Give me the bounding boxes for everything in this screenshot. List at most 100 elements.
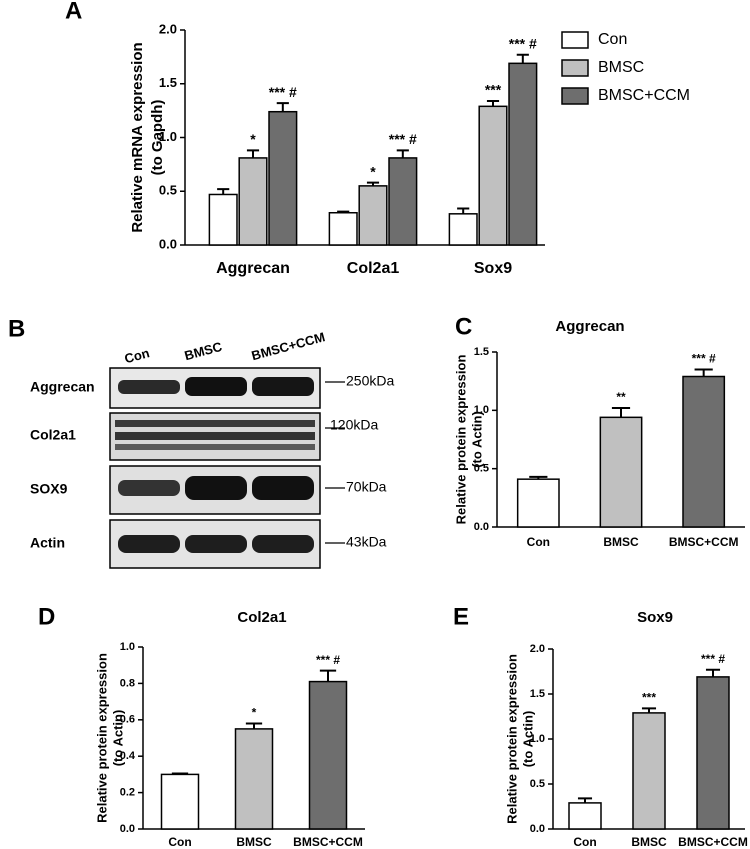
error-bar <box>486 99 500 107</box>
y-axis-label: (to Gapdh) <box>149 100 166 176</box>
significance-mark: *** # <box>509 35 537 51</box>
y-tick-label: 1.5 <box>474 346 489 358</box>
significance-mark: *** # <box>701 652 725 666</box>
error-bar <box>319 669 337 682</box>
panel-letter: E <box>453 603 469 630</box>
legend-label: BMSC <box>598 59 644 76</box>
blot-band <box>115 444 315 450</box>
error-bar <box>457 207 470 214</box>
significance-mark: *** <box>642 691 656 705</box>
x-tick-label: BMSC+CCM <box>678 835 748 849</box>
y-tick-label: 1.0 <box>159 129 177 144</box>
y-tick-label: 0.5 <box>474 463 489 475</box>
error-bar <box>246 149 260 158</box>
significance-mark: *** # <box>692 352 716 366</box>
y-tick-label: 0.0 <box>530 823 545 835</box>
bar <box>238 157 268 246</box>
significance-mark: *** <box>485 82 502 98</box>
y-tick-label: 1.0 <box>530 733 545 745</box>
chart-title: Sox9 <box>637 609 673 626</box>
error-bar <box>245 722 263 729</box>
size-label: 70kDa <box>346 479 387 495</box>
significance-mark: *** # <box>389 131 417 147</box>
x-tick-label: BMSC <box>631 835 667 849</box>
x-tick-label: Sox9 <box>474 260 512 277</box>
error-bar <box>337 210 350 213</box>
bar <box>478 105 508 246</box>
bar <box>696 676 730 830</box>
bar <box>448 213 478 246</box>
x-tick-label: BMSC <box>603 535 639 549</box>
bar <box>328 212 358 246</box>
y-axis-label: Relative mRNA expression <box>129 42 146 232</box>
y-tick-label: 0.5 <box>159 183 177 198</box>
y-axis-label: Relative protein expression <box>94 653 109 823</box>
y-tick-label: 0.5 <box>530 778 545 790</box>
significance-mark: ** <box>616 390 626 404</box>
panel-letter: B <box>8 315 25 342</box>
significance-mark: * <box>250 131 256 147</box>
blot-band <box>118 380 180 394</box>
x-tick-label: BMSC+CCM <box>293 835 363 849</box>
y-tick-label: 0.0 <box>120 823 135 835</box>
error-bar <box>516 53 529 64</box>
size-label: 120kDa <box>330 417 378 433</box>
x-tick-label: Con <box>168 835 191 849</box>
legend-swatch <box>561 31 589 49</box>
y-tick-label: 1.0 <box>120 641 135 653</box>
bar <box>358 185 388 246</box>
x-tick-label: Con <box>527 535 550 549</box>
blot-band <box>252 535 314 553</box>
panel-letter: C <box>455 313 472 340</box>
y-axis-label: (to Actin) <box>110 710 125 767</box>
panel-letter: A <box>65 0 82 24</box>
bar <box>508 62 538 246</box>
error-bar <box>529 475 548 480</box>
blot-band <box>252 377 314 396</box>
error-bar <box>705 668 721 677</box>
significance-mark: *** # <box>316 653 340 667</box>
blot-band <box>118 535 180 553</box>
panel-letter: D <box>38 603 55 630</box>
x-tick-label: Con <box>573 835 596 849</box>
bar <box>208 193 238 246</box>
bar <box>308 680 348 830</box>
y-tick-label: 1.0 <box>474 404 489 416</box>
error-bar <box>276 102 289 112</box>
y-tick-label: 1.5 <box>530 688 545 700</box>
x-tick-label: BMSC <box>236 835 272 849</box>
x-tick-label: Col2a1 <box>347 260 400 277</box>
row-label: Col2a1 <box>30 427 76 443</box>
size-label: 43kDa <box>346 534 387 550</box>
size-label: 250kDa <box>346 373 394 389</box>
significance-mark: * <box>252 706 257 720</box>
chart-title: Col2a1 <box>237 609 286 626</box>
y-tick-label: 0.4 <box>120 750 136 762</box>
error-bar <box>611 407 631 418</box>
y-tick-label: 0.2 <box>120 787 135 799</box>
error-bar <box>396 149 409 158</box>
blot-band <box>185 535 247 553</box>
y-axis-label: Relative protein expression <box>504 654 519 824</box>
row-label: SOX9 <box>30 481 68 497</box>
blot-band <box>252 476 314 500</box>
lane-label: BMSC <box>183 339 224 364</box>
significance-mark: *** # <box>269 84 297 100</box>
legend-swatch <box>561 59 589 77</box>
y-tick-label: 0.0 <box>159 236 177 251</box>
bar <box>388 157 418 246</box>
error-bar <box>577 797 593 803</box>
bar <box>160 773 200 830</box>
error-bar <box>217 188 230 195</box>
western-blot: B Con BMSC BMSC+CCM Aggrecan Col2a1 SOX9… <box>8 315 394 569</box>
chart-title: Aggrecan <box>555 318 624 335</box>
bar <box>268 110 298 246</box>
blot-band <box>115 432 315 440</box>
legend-label: BMSC+CCM <box>598 87 690 104</box>
bar <box>682 375 726 528</box>
y-tick-label: 0.6 <box>120 714 135 726</box>
bar <box>632 712 666 830</box>
x-tick-label: Aggrecan <box>216 260 290 277</box>
y-tick-label: 1.5 <box>159 75 177 90</box>
blot-band <box>118 480 180 496</box>
